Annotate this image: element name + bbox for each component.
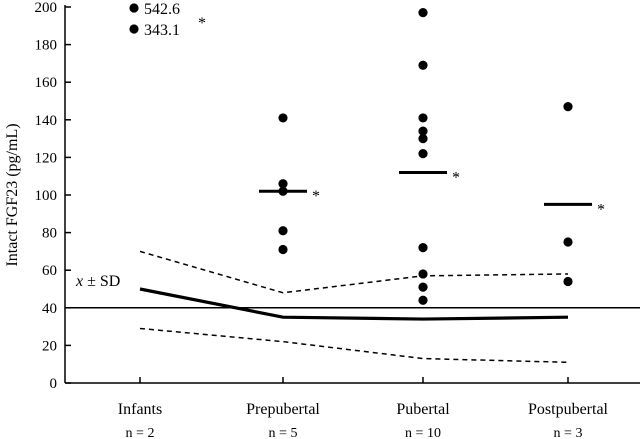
- data-point: [418, 8, 428, 18]
- y-tick-label: 140: [35, 113, 58, 129]
- data-point: [418, 113, 428, 123]
- y-tick-label: 80: [42, 226, 57, 242]
- mean-sd-label: x ± SD: [75, 273, 120, 290]
- x-n-label: n = 3: [554, 426, 583, 439]
- data-point: [563, 102, 573, 112]
- data-points: [278, 8, 573, 305]
- y-tick-label: 100: [35, 188, 58, 204]
- x-n-label: n = 2: [126, 426, 155, 439]
- data-point: [418, 282, 428, 292]
- x-category-labels: Infants n = 2 Prepubertal n = 5 Pubertal n = …: [118, 377, 609, 439]
- sd-upper-line: [139, 250, 569, 294]
- y-tick-label: 60: [42, 263, 57, 279]
- data-point: [418, 295, 428, 305]
- median-markers: * * *: [259, 169, 605, 218]
- x-category-label: Postpubertal: [528, 401, 609, 418]
- y-tick-label: 20: [42, 338, 57, 354]
- x-category-label: Pubertal: [396, 401, 450, 418]
- infant-star: *: [198, 15, 206, 32]
- median-star: *: [597, 201, 605, 218]
- y-axis-title: Intact FGF23 (pg/mL): [4, 123, 21, 266]
- data-point: [278, 244, 288, 255]
- data-point: [418, 149, 428, 159]
- x-n-label: n = 10: [405, 426, 441, 439]
- data-point: [278, 179, 288, 189]
- y-tick-label: 180: [35, 38, 58, 54]
- data-point: [418, 269, 428, 279]
- data-point: [418, 60, 428, 70]
- offscale-value-label: 343.1: [144, 22, 180, 39]
- y-tick-label: 160: [35, 75, 58, 91]
- offscale-point: [129, 3, 139, 13]
- data-point: [418, 126, 428, 136]
- x-n-label: n = 5: [269, 426, 298, 439]
- y-tick-label: 0: [50, 376, 58, 392]
- data-point: [563, 276, 573, 287]
- axes: [64, 5, 640, 384]
- offscale-point: [129, 24, 139, 34]
- mean-line: [139, 287, 569, 321]
- median-star: *: [452, 169, 460, 186]
- x-category-label: Prepubertal: [246, 401, 320, 418]
- offscale-value-label: 542.6: [144, 1, 180, 18]
- data-point: [418, 134, 428, 144]
- mean-label-rest: ± SD: [83, 273, 120, 290]
- data-point: [563, 237, 573, 247]
- y-tick-label: 200: [35, 0, 58, 16]
- data-point: [278, 226, 288, 236]
- median-star: *: [312, 188, 320, 205]
- y-ticks: 0 20 40 60 80 100 120 140 160 180 200: [35, 0, 71, 392]
- y-tick-label: 40: [42, 301, 57, 317]
- data-point: [278, 113, 288, 123]
- data-point: [418, 243, 428, 253]
- y-tick-label: 120: [35, 150, 58, 166]
- offscale-points: 542.6 343.1 *: [129, 1, 206, 39]
- x-category-label: Infants: [118, 401, 162, 418]
- mean-label-var: x: [75, 273, 83, 290]
- sd-lower-line: [139, 327, 569, 364]
